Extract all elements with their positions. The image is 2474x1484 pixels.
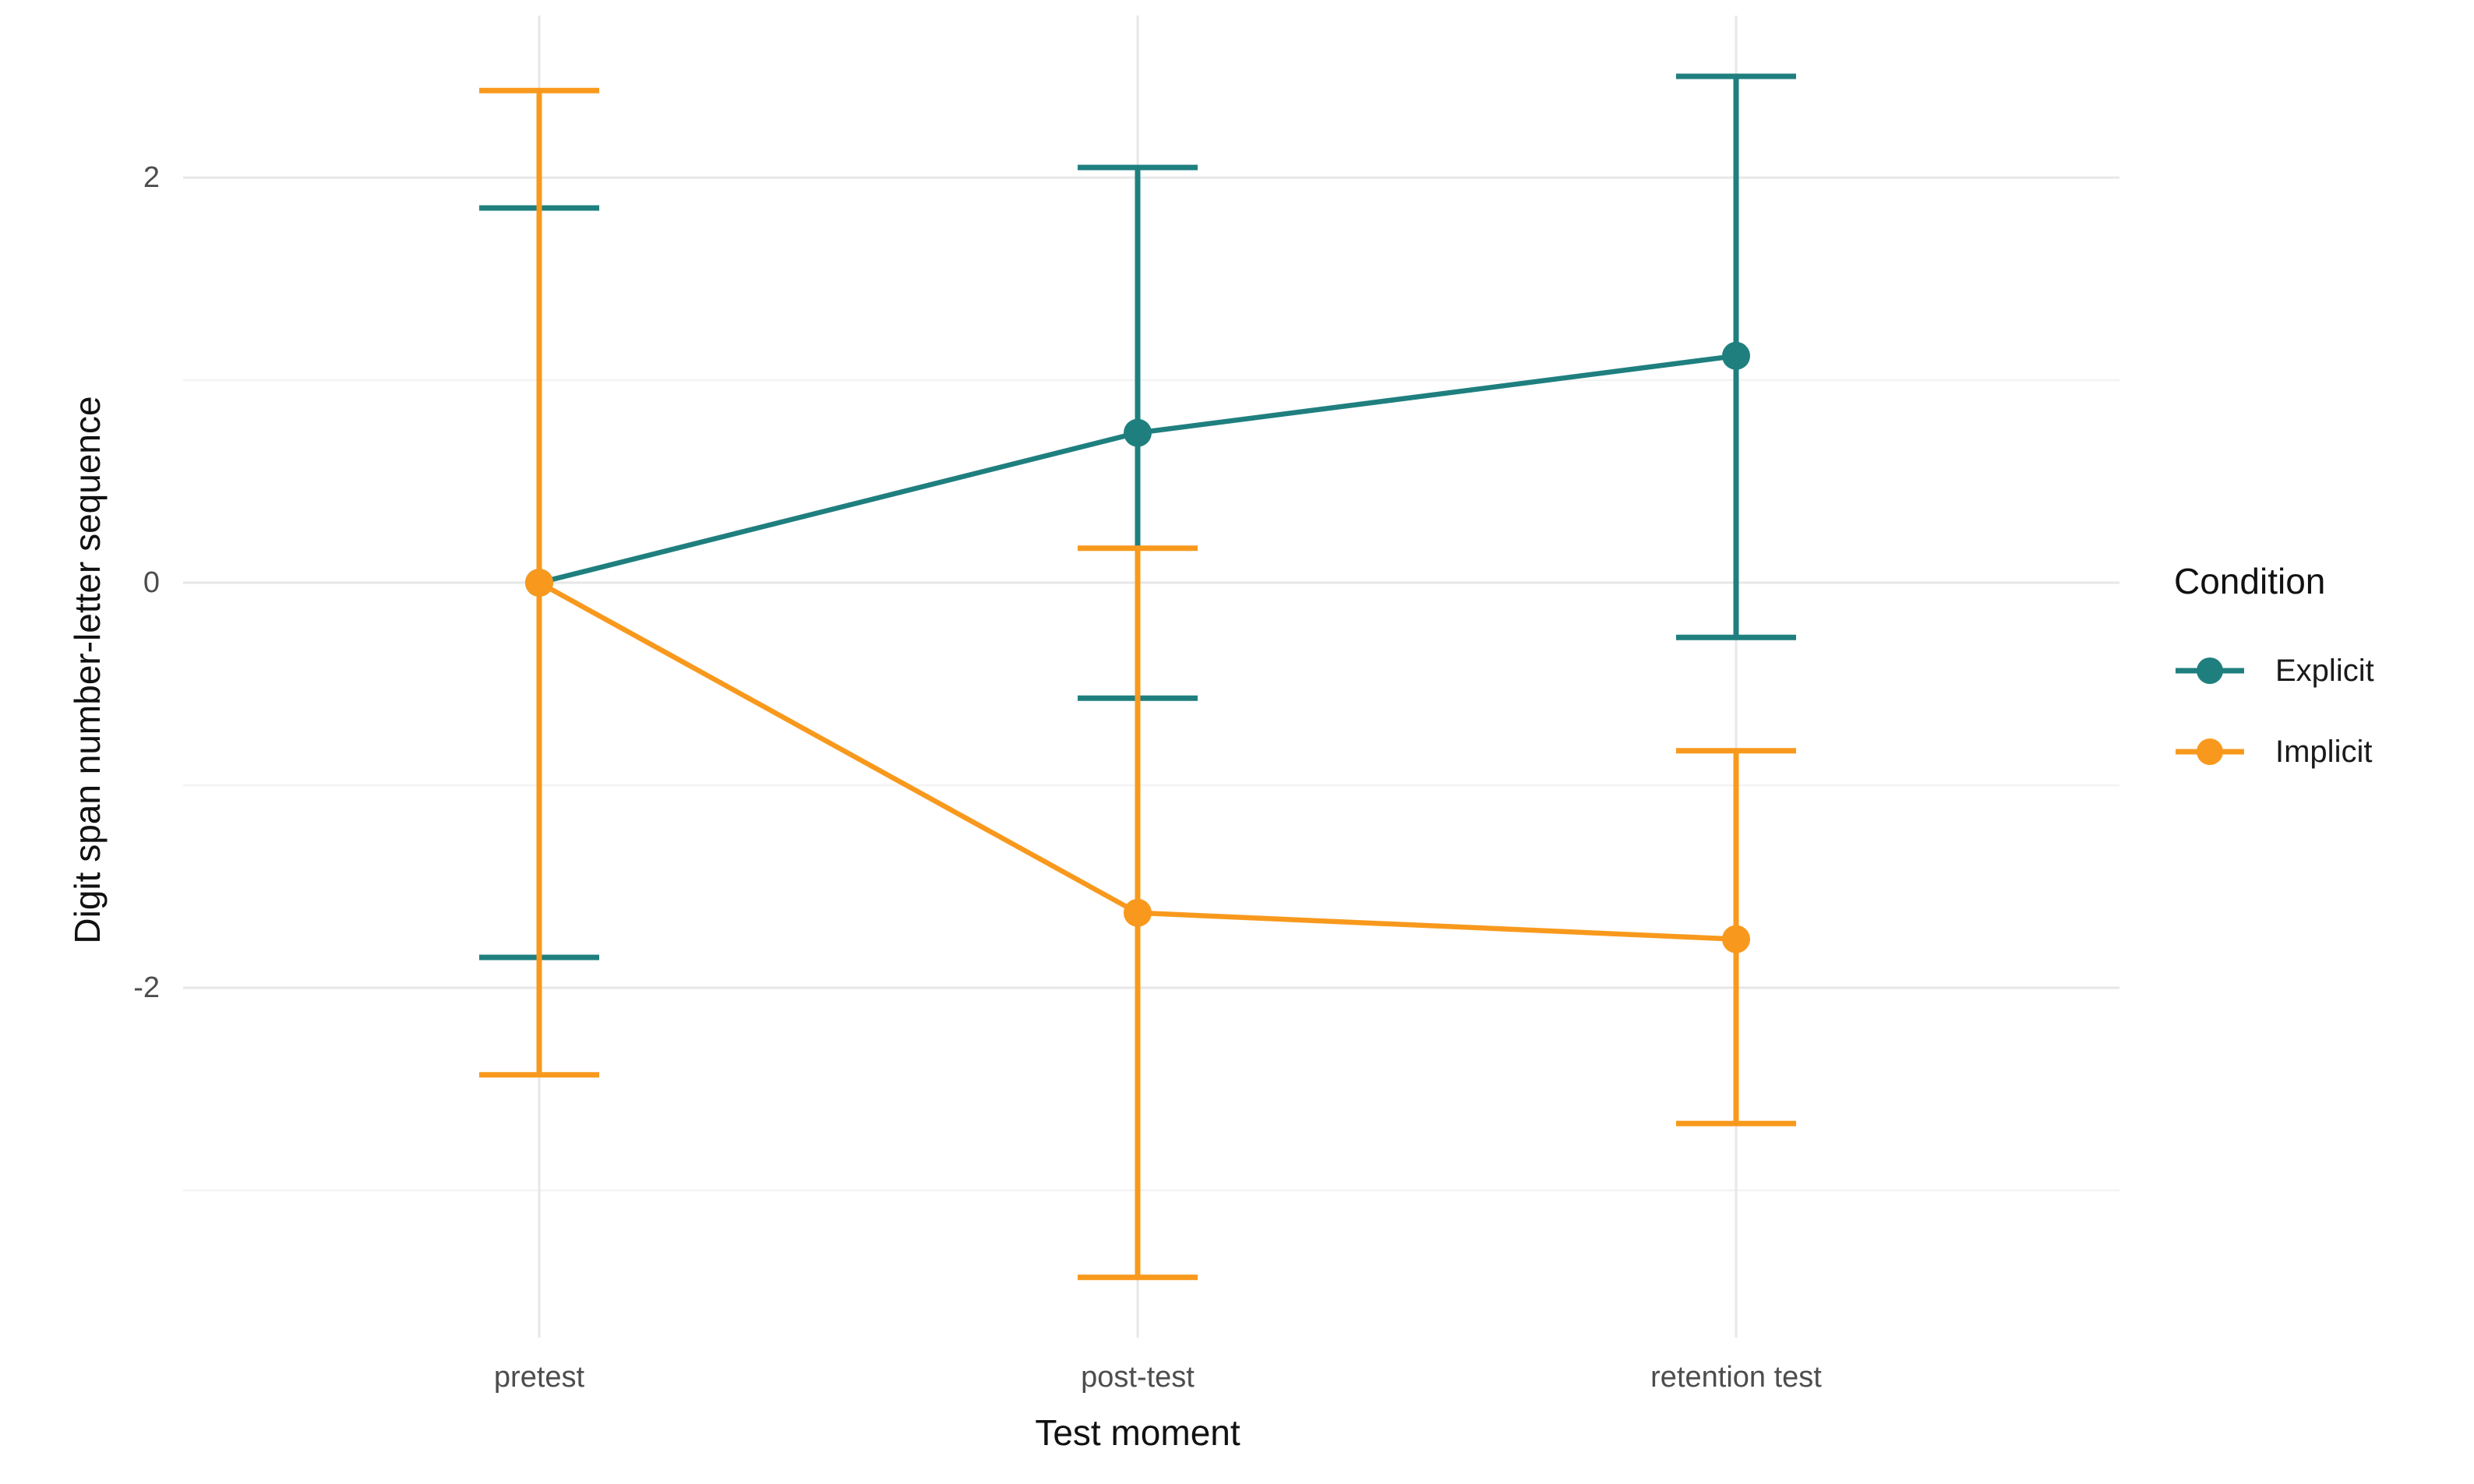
- legend-items: Explicit Implicit: [2174, 647, 2374, 775]
- legend-key-icon: [2176, 738, 2244, 765]
- legend-item-label: Explicit: [2275, 653, 2374, 688]
- y-tick-label: 0: [143, 566, 160, 599]
- legend: Condition Explicit Implicit: [2174, 558, 2374, 809]
- x-tick-label: retention test: [1650, 1361, 1822, 1394]
- data-point-implicit: [1722, 925, 1750, 953]
- legend-item-implicit: Implicit: [2174, 728, 2374, 775]
- y-tick-label: -2: [133, 971, 160, 1004]
- legend-item-label: Implicit: [2275, 734, 2373, 769]
- data-point-implicit: [525, 569, 553, 597]
- x-axis-title: Test moment: [1035, 1412, 1241, 1453]
- data-point-implicit: [1124, 898, 1152, 927]
- legend-title: Condition: [2174, 561, 2326, 601]
- legend-key-icon: [2176, 657, 2244, 684]
- y-tick-label: 2: [143, 161, 160, 194]
- x-tick-label: post-test: [1081, 1361, 1195, 1394]
- y-axis-title: Digit span number-letter sequence: [67, 396, 108, 944]
- data-point-explicit: [1124, 418, 1152, 447]
- data-point-explicit: [1722, 341, 1750, 370]
- legend-item-explicit: Explicit: [2174, 647, 2374, 694]
- x-tick-label: pretest: [493, 1361, 585, 1394]
